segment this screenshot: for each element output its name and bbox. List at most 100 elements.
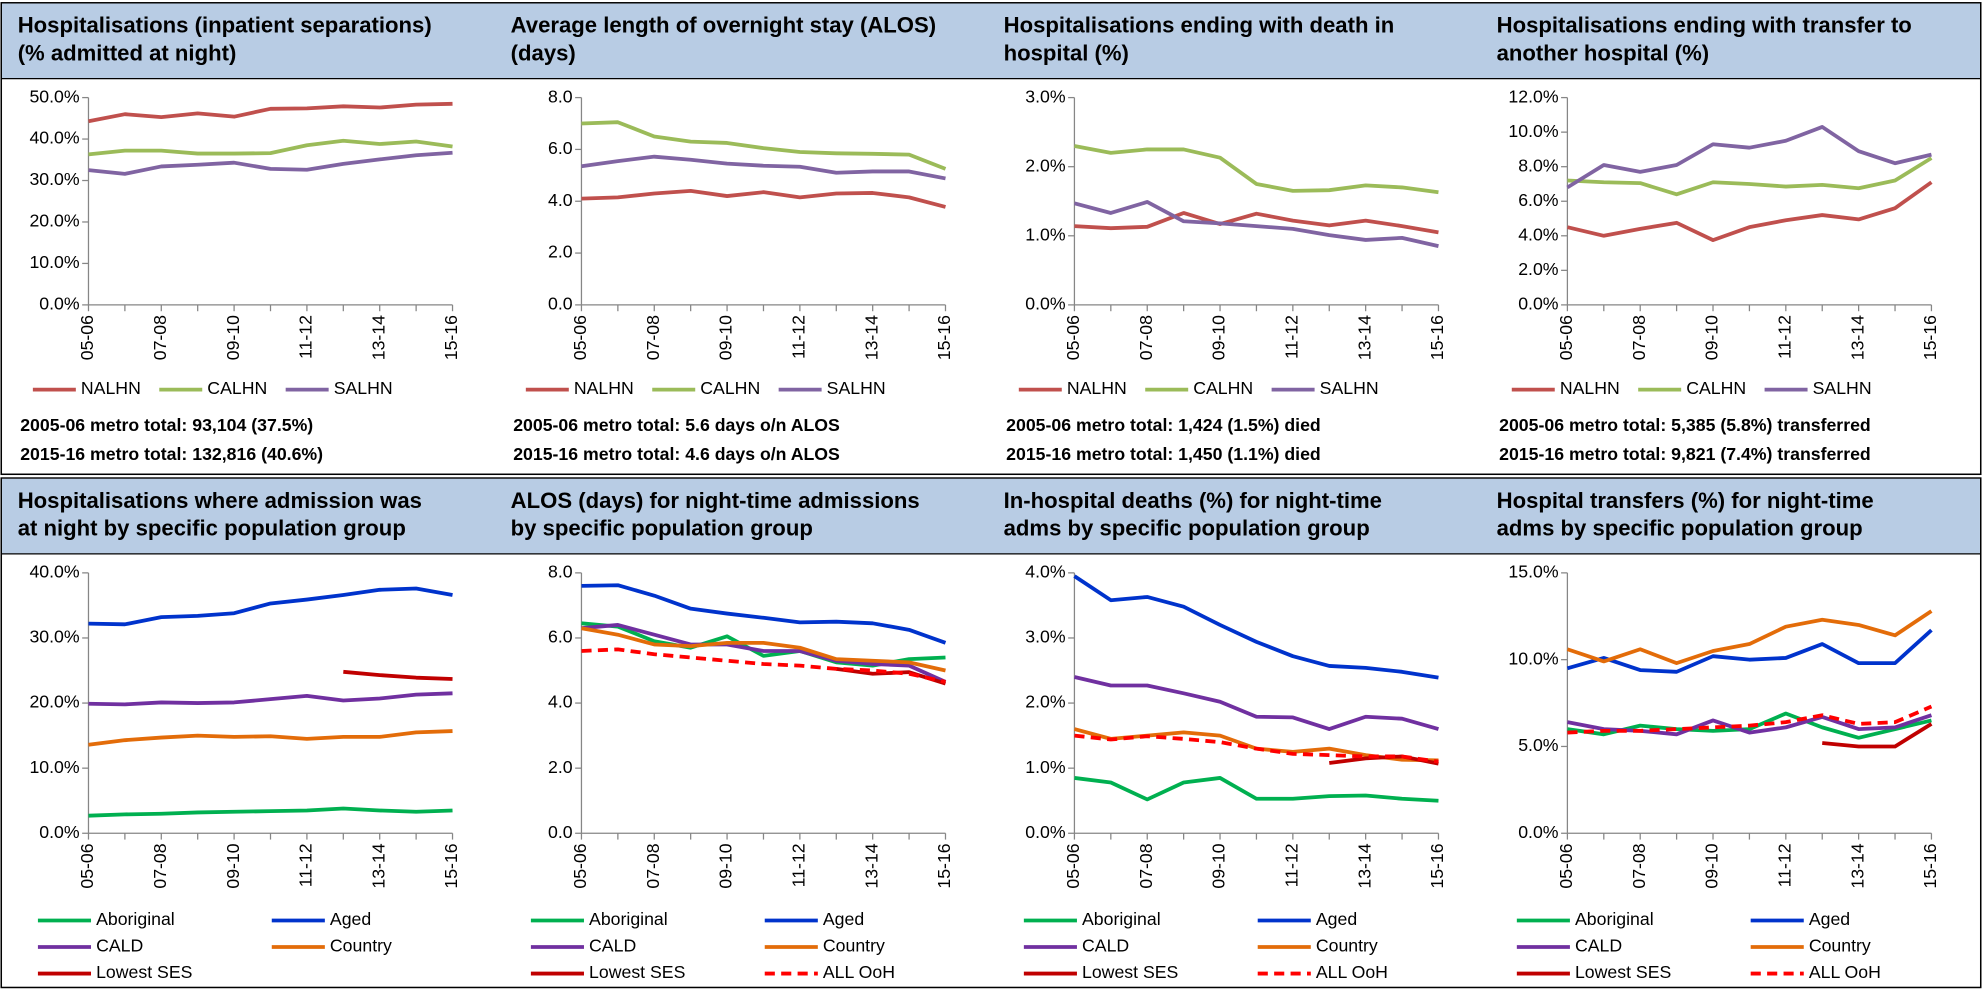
legend-label: Aged [1809,909,1850,929]
x-tick-label: 13-14 [1354,315,1374,360]
y-tick-label: 0.0% [39,294,80,314]
legend-label: CALHN [700,378,760,398]
series-line [581,647,946,684]
y-tick-label: 4.0 [548,692,573,712]
legend-label: Aged [1316,909,1357,929]
note: 2015-16 metro total: 9,821 (7.4%) transf… [1499,444,1871,464]
series-line [1822,722,1933,749]
x-tick-label: 15-16 [1920,315,1940,360]
x-tick-label: 07-08 [150,843,170,888]
x-tick-label: 09-10 [1702,843,1722,888]
legend-label: NALHN [574,378,634,398]
x-tick-label: 11-12 [789,315,809,359]
series-line [1566,125,1932,190]
legend-label: CALHN [1193,378,1253,398]
series-line [581,154,946,181]
x-tick-label: 09-10 [223,315,243,360]
x-tick-label: 05-06 [77,315,97,360]
x-tick-label: 15-16 [1427,843,1447,888]
x-tick-label: 05-06 [570,315,590,360]
legend-label: CALD [589,936,636,956]
x-tick-label: 13-14 [368,843,388,888]
y-tick-label: 15.0% [1508,562,1558,582]
x-tick-label: 15-16 [1920,843,1940,888]
legend-label: NALHN [1560,378,1620,398]
x-tick-label: 05-06 [77,843,97,888]
x-tick-label: 11-12 [1774,843,1794,887]
x-tick-label: 13-14 [368,315,388,360]
x-tick-label: 07-08 [1629,843,1649,888]
x-tick-label: 11-12 [1282,843,1302,887]
y-tick-label: 20.0% [29,692,79,712]
x-tick-label: 11-12 [296,315,316,359]
legend-label: Lowest SES [96,962,192,982]
y-tick-label: 50.0% [29,86,79,106]
y-tick-label: 30.0% [29,169,79,189]
legend-label: Aboriginal [96,909,175,929]
x-tick-label: 07-08 [643,843,663,888]
x-tick-label: 15-16 [441,315,461,360]
chart-title: adms by specific population group [1004,516,1370,541]
x-tick-label: 13-14 [861,843,881,888]
y-tick-label: 1.0% [1025,757,1066,777]
legend-label: CALD [96,936,143,956]
legend-label: Aged [330,909,371,929]
series-line [1567,704,1933,735]
series-line [1074,733,1439,764]
x-tick-label: 07-08 [1136,843,1156,888]
note: 2015-16 metro total: 132,816 (40.6%) [20,444,323,464]
y-tick-label: 4.0% [1518,224,1559,244]
x-tick-label: 15-16 [1427,315,1447,360]
y-tick-label: 6.0 [548,138,573,158]
chart-title: ALOS (days) for night-time admissions [511,488,920,513]
series-line [581,623,947,684]
series-line [88,586,453,627]
series-line [581,626,946,673]
chart-title: Average length of overnight stay (ALOS) [511,13,936,38]
y-tick-label: 20.0% [29,211,79,231]
top-header-band [2,3,1980,79]
x-tick-label: 13-14 [1847,315,1867,360]
x-tick-label: 07-08 [643,315,663,360]
series-line [1073,200,1439,249]
x-tick-label: 13-14 [1847,843,1867,888]
chart-title: hospital (%) [1004,40,1129,65]
legend-label: Aboriginal [1575,909,1654,929]
y-tick-label: 10.0% [1508,121,1558,141]
legend-label: NALHN [81,378,141,398]
x-tick-label: 11-12 [296,843,316,887]
x-tick-label: 11-12 [1282,315,1302,359]
series-line [88,806,453,818]
series-line [581,188,946,209]
legend-label: SALHN [827,378,886,398]
legend-label: Country [823,936,885,956]
x-tick-label: 09-10 [223,843,243,888]
series-line [1073,675,1439,732]
legend-label: ALL OoH [823,962,895,982]
x-tick-label: 13-14 [1354,843,1374,888]
y-tick-label: 0.0% [1518,822,1559,842]
series-line [1073,574,1439,680]
chart-title: adms by specific population group [1497,516,1863,541]
y-tick-label: 8.0% [1518,155,1559,175]
series-line [1567,156,1933,197]
bottom-header-band [2,478,1980,554]
note: 2005-06 metro total: 5,385 (5.8%) transf… [1499,415,1871,435]
legend-label: ALL OoH [1316,962,1388,982]
note: 2005-06 metro total: 5.6 days o/n ALOS [513,415,840,435]
y-tick-label: 40.0% [29,562,79,582]
y-tick-label: 2.0% [1025,692,1066,712]
series-line [343,669,453,681]
legend-label: CALD [1082,936,1129,956]
note: 2015-16 metro total: 1,450 (1.1%) died [1006,444,1321,464]
x-tick-label: 13-14 [861,315,881,360]
y-tick-label: 0.0% [1518,294,1559,314]
legend-label: CALHN [1686,378,1746,398]
y-tick-label: 10.0% [29,252,79,272]
series-line [88,150,453,176]
y-tick-label: 2.0 [548,242,573,262]
y-tick-label: 5.0% [1518,735,1559,755]
series-line [1074,144,1439,195]
